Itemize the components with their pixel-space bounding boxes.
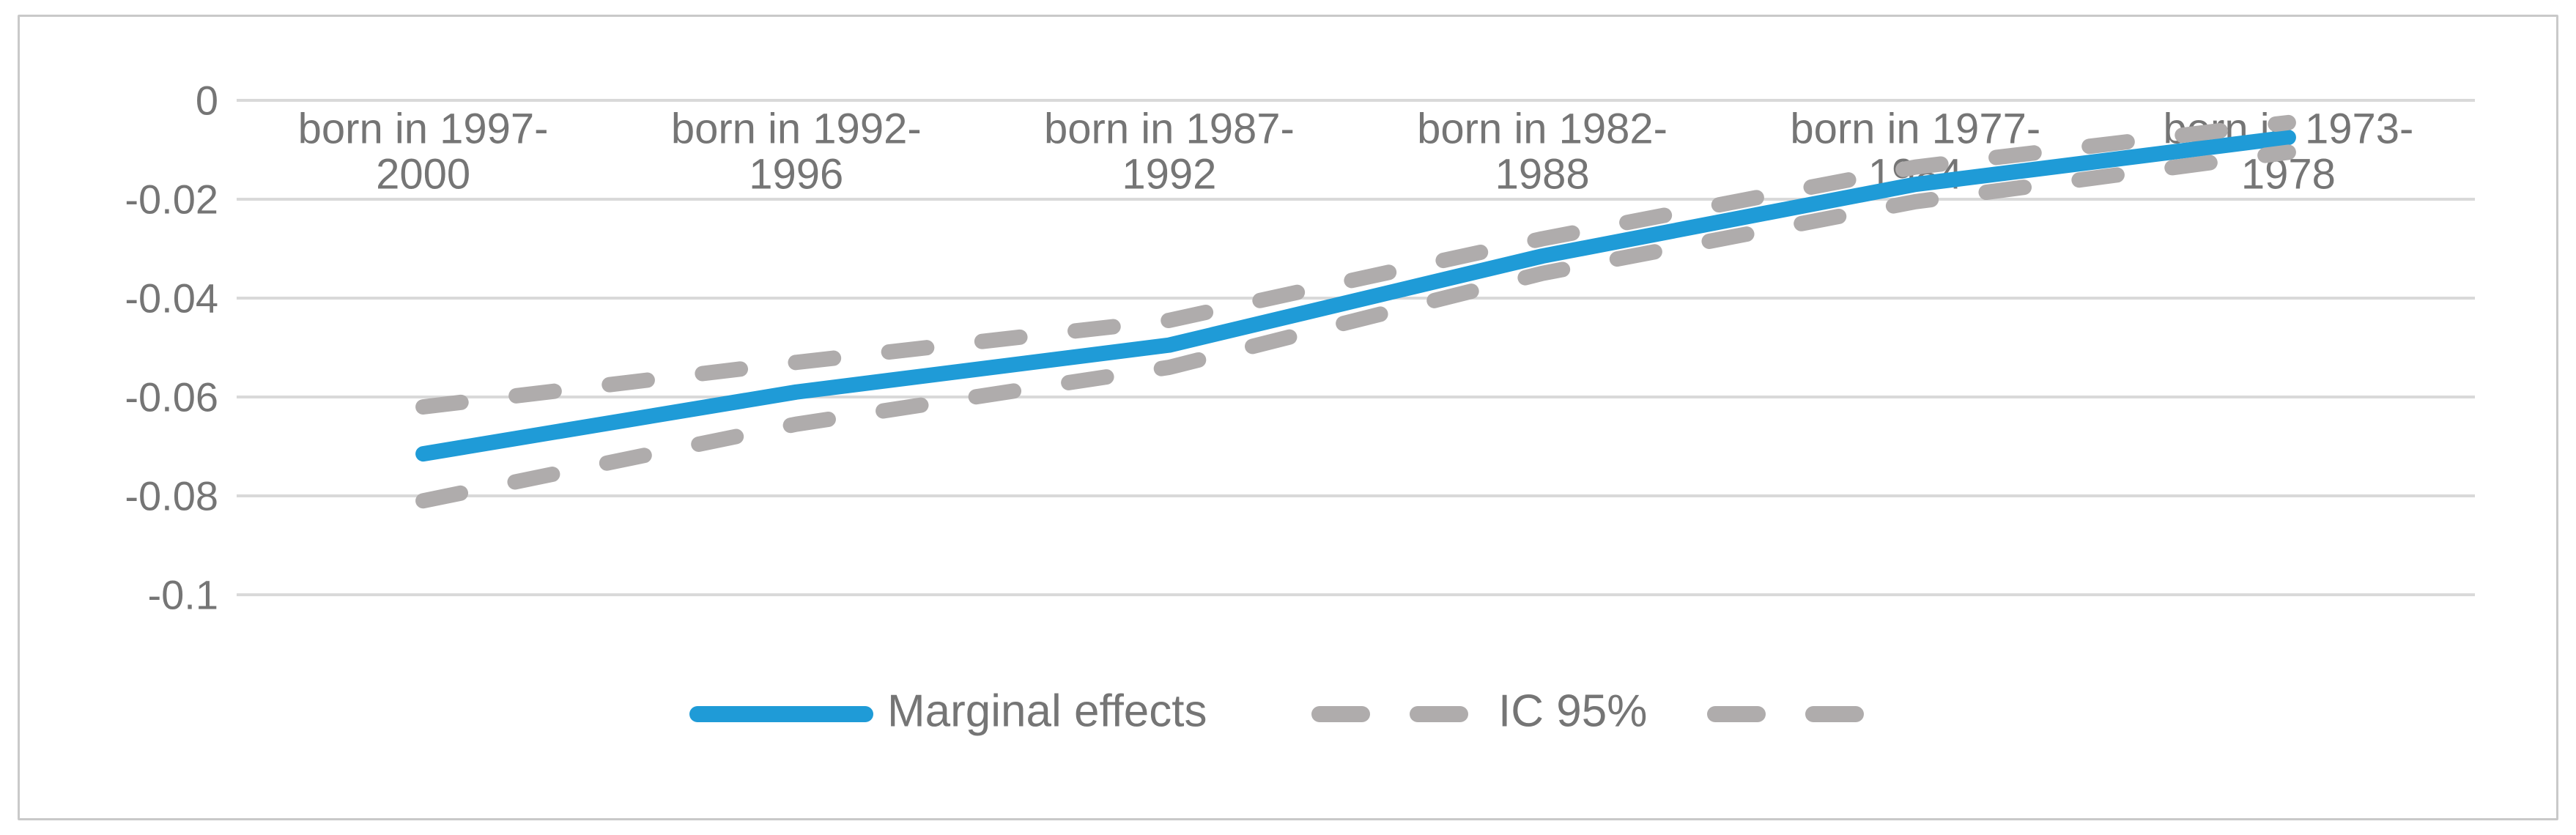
y-axis-tick-label: -0.1 <box>148 572 219 618</box>
y-axis-tick-label: -0.02 <box>125 177 218 223</box>
x-axis-category-label: 1988 <box>1495 151 1590 198</box>
x-axis-category-label: born in 1977- <box>1790 105 2040 153</box>
ci-95-line <box>415 144 2296 509</box>
y-axis-tick-label: 0 <box>196 78 218 124</box>
ci-95-line <box>415 114 2296 415</box>
marginal-effects-line <box>415 130 2296 462</box>
chart-frame <box>18 15 2558 820</box>
x-axis-category-label: 1996 <box>749 151 843 198</box>
legend-label: IC 95% <box>1498 686 1647 737</box>
x-axis-category-label: born in 1992- <box>671 105 922 153</box>
y-axis-tick-label: -0.06 <box>125 374 218 420</box>
x-axis-category-label: born in 1982- <box>1417 105 1668 153</box>
legend-label: Marginal effects <box>887 686 1207 737</box>
x-axis-category-label: 2000 <box>376 151 470 198</box>
x-axis-category-label: 1992 <box>1122 151 1216 198</box>
y-axis-tick-label: -0.08 <box>125 473 218 519</box>
y-axis-tick-label: -0.04 <box>125 275 218 322</box>
x-axis-category-label: born in 1997- <box>298 105 549 153</box>
x-axis-category-label: born in 1987- <box>1044 105 1295 153</box>
